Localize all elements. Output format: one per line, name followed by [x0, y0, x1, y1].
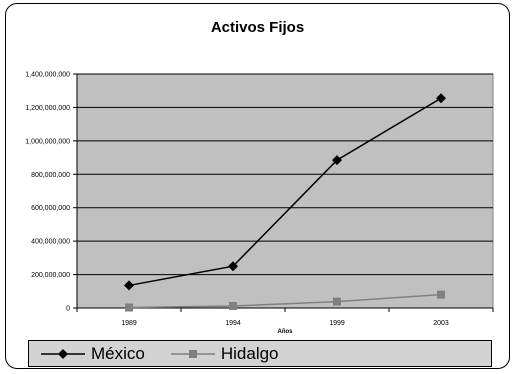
x-axis-label: Años	[278, 329, 294, 335]
data-point-mexico	[228, 261, 238, 272]
series-line-mexico	[128, 97, 442, 287]
legend-item-mexico: México	[39, 344, 145, 364]
x-tick-label: 1994	[225, 320, 241, 327]
y-tick-label: 0	[66, 306, 70, 313]
legend-marker-mexico	[41, 348, 85, 359]
x-tick-label: 2003	[433, 320, 449, 327]
legend: México Hidalgo	[28, 340, 492, 367]
legend-label-hidalgo: Hidalgo	[220, 343, 279, 363]
y-tick-label: 800,000,000	[31, 172, 70, 179]
data-point-hidalgo	[333, 297, 341, 306]
y-tick-label: 1,400,000,000	[25, 72, 70, 79]
x-tick-label: 1999	[329, 320, 345, 327]
legend-marker-hidalgo	[170, 349, 215, 358]
legend-item-hidalgo: Hidalgo	[169, 344, 279, 364]
data-point-mexico	[436, 93, 446, 104]
plot-area: 0 200,000,000 400,000,000 600,000,000 800,00…	[25, 72, 494, 335]
data-point-hidalgo	[125, 303, 133, 312]
y-tick-label: 200,000,000	[31, 272, 70, 279]
data-point-hidalgo	[437, 290, 445, 299]
plot-background	[76, 73, 494, 309]
chart-title: Activos Fijos	[210, 19, 305, 36]
y-tick-label: 400,000,000	[31, 239, 70, 246]
legend-label-mexico: México	[91, 343, 145, 363]
y-tick-label: 1,000,000,000	[25, 138, 70, 145]
y-tick-label: 600,000,000	[31, 205, 70, 212]
data-point-mexico	[124, 280, 134, 291]
x-tick-label: 1989	[121, 320, 137, 327]
data-point-hidalgo	[229, 301, 237, 310]
y-tick-label: 1,200,000,000	[25, 105, 70, 112]
series-line-hidalgo	[128, 293, 442, 309]
data-point-mexico	[332, 155, 342, 166]
